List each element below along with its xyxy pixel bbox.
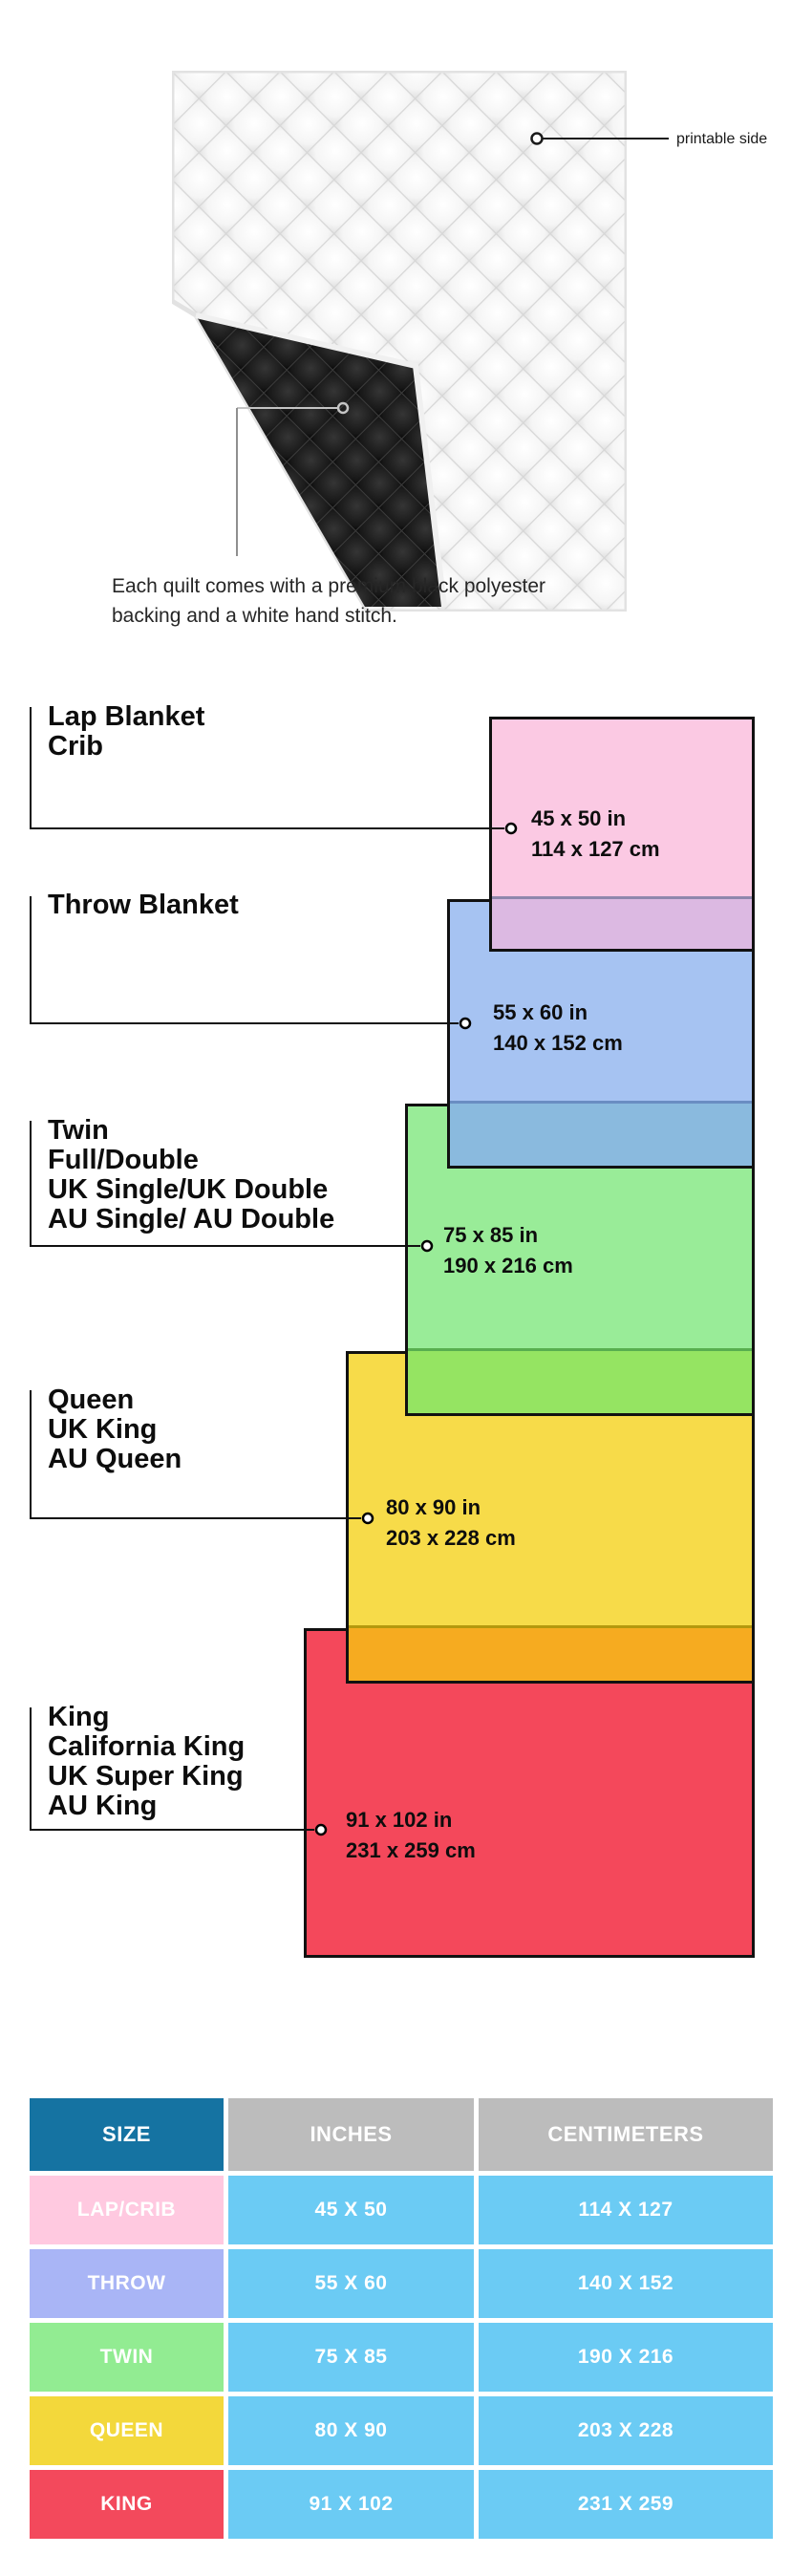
table-header-inches: INCHES [228, 2098, 474, 2171]
label-line: Queen [48, 1385, 135, 1415]
label-queen: Queen UK King AU Queen [48, 1385, 182, 1474]
overlap-throw-twin [450, 1101, 752, 1166]
label-line: Twin [48, 1115, 109, 1146]
table-cell-inches: 75 X 85 [228, 2323, 474, 2392]
dims-centimeters: 203 x 228 cm [386, 1526, 516, 1550]
table-cell-inches: 91 X 102 [228, 2470, 474, 2539]
label-twin: Twin Full/Double UK Single/UK Double AU … [48, 1116, 334, 1234]
overlap-queen-king [349, 1625, 752, 1681]
overlap-lap-throw [492, 896, 752, 949]
table-cell-centimeters: 190 X 216 [479, 2323, 773, 2392]
size-table: SIZE INCHES CENTIMETERS LAP/CRIB 45 X 50… [30, 2098, 773, 2539]
table-cell-inches: 80 X 90 [228, 2396, 474, 2465]
label-lap-crib: Lap Blanket Crib [48, 702, 204, 762]
dims-centimeters: 231 x 259 cm [346, 1838, 476, 1862]
label-line: AU Single/ AU Double [48, 1204, 335, 1234]
label-line: California King [48, 1731, 246, 1762]
quilt-photo [172, 71, 627, 612]
dims-inches: 91 x 102 in [346, 1808, 453, 1832]
label-line: Lap Blanket [48, 701, 205, 732]
dims-inches: 80 x 90 in [386, 1495, 481, 1519]
table-header-size: SIZE [30, 2098, 224, 2171]
label-line: UK King [48, 1414, 158, 1445]
printable-side-label: printable side [676, 131, 768, 147]
label-line: Crib [48, 731, 103, 762]
dims-lap-crib: 45 x 50 in 114 x 127 cm [531, 804, 660, 865]
label-line: UK Super King [48, 1761, 244, 1792]
dims-centimeters: 190 x 216 cm [443, 1254, 573, 1277]
quilt-black-backing-fold [196, 315, 444, 607]
label-throw: Throw Blanket [48, 891, 239, 920]
dims-centimeters: 114 x 127 cm [531, 837, 660, 861]
backing-caption: Each quilt comes with a premium black po… [112, 575, 546, 627]
table-cell-centimeters: 203 X 228 [479, 2396, 773, 2465]
dims-throw: 55 x 60 in 140 x 152 cm [493, 998, 623, 1059]
size-rect-lap-crib [489, 717, 755, 952]
table-row-label: THROW [30, 2249, 224, 2318]
label-line: King [48, 1702, 110, 1732]
dims-queen: 80 x 90 in 203 x 228 cm [386, 1492, 516, 1554]
dims-twin: 75 x 85 in 190 x 216 cm [443, 1220, 573, 1281]
table-row-label: TWIN [30, 2323, 224, 2392]
table-cell-inches: 55 X 60 [228, 2249, 474, 2318]
quilt-front-printable-side [172, 71, 627, 612]
label-king: King California King UK Super King AU Ki… [48, 1703, 245, 1821]
dims-king: 91 x 102 in 231 x 259 cm [346, 1805, 476, 1866]
label-line: AU King [48, 1791, 158, 1821]
table-row-label: KING [30, 2470, 224, 2539]
table-row-label: QUEEN [30, 2396, 224, 2465]
dims-inches: 55 x 60 in [493, 1000, 588, 1024]
table-cell-centimeters: 140 X 152 [479, 2249, 773, 2318]
label-line: Throw Blanket [48, 890, 239, 920]
table-row-label: LAP/CRIB [30, 2176, 224, 2244]
table-cell-centimeters: 114 X 127 [479, 2176, 773, 2244]
overlap-twin-queen [408, 1348, 752, 1413]
label-line: AU Queen [48, 1444, 182, 1474]
dims-inches: 75 x 85 in [443, 1223, 539, 1247]
label-line: UK Single/UK Double [48, 1174, 329, 1205]
table-cell-centimeters: 231 X 259 [479, 2470, 773, 2539]
table-cell-inches: 45 X 50 [228, 2176, 474, 2244]
quilt-binding-edge [195, 312, 447, 608]
table-header-centimeters: CENTIMETERS [479, 2098, 773, 2171]
dims-inches: 45 x 50 in [531, 806, 627, 830]
dims-centimeters: 140 x 152 cm [493, 1031, 623, 1055]
label-line: Full/Double [48, 1145, 199, 1175]
